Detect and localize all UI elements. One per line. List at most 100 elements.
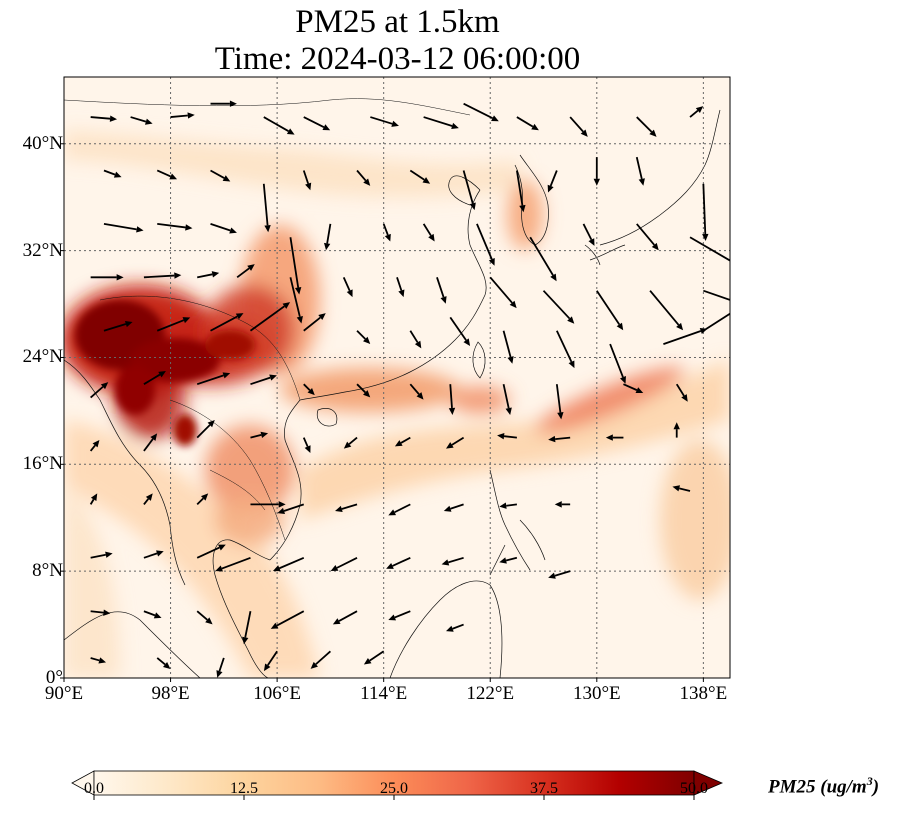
map-title-line-1: PM25 at 1.5km — [295, 4, 500, 40]
y-tick-label: 40°N — [22, 132, 63, 154]
wind-vector — [342, 276, 353, 298]
wind-vector — [103, 169, 122, 178]
wind-vector — [388, 610, 411, 621]
wind-vector — [332, 610, 358, 625]
wind-vector — [356, 169, 371, 186]
wind-vector — [502, 383, 512, 415]
wind-vector — [605, 434, 624, 441]
wind-vector — [196, 493, 209, 506]
wind-vector — [156, 657, 171, 669]
coastline-taiwan — [472, 341, 486, 379]
wind-vector — [303, 116, 331, 131]
colorbar-tick-label: 50.0 — [680, 780, 708, 797]
wind-vector — [210, 223, 237, 234]
wind-vector — [210, 313, 244, 332]
coastline-philippines — [489, 469, 546, 576]
coastline-myanmar — [64, 359, 186, 586]
pm25-darkest-cores — [75, 300, 255, 446]
colorbar-tick-label: 0.0 — [84, 780, 104, 797]
coastline-china-east — [299, 189, 487, 401]
wind-vector — [423, 116, 459, 130]
wind-vector — [143, 493, 153, 505]
wind-vector — [443, 503, 464, 512]
wind-vector — [556, 330, 575, 369]
wind-vector — [675, 383, 688, 402]
wind-vector — [499, 556, 518, 564]
pm25-plume-laos — [205, 425, 295, 515]
x-tick-label: 114°E — [360, 683, 408, 704]
wind-vector — [548, 570, 571, 579]
wind-vector — [623, 383, 644, 394]
wind-vector — [143, 550, 164, 559]
wind-vector — [196, 420, 215, 439]
wind-vector — [673, 422, 680, 438]
wind-vector — [394, 436, 411, 447]
wind-vector — [593, 157, 600, 186]
x-tick-label: 106°E — [253, 683, 301, 704]
wind-vector — [396, 277, 405, 298]
map-frame — [63, 76, 731, 679]
wind-vector — [555, 384, 564, 420]
wind-vector — [277, 503, 305, 514]
wind-vector — [463, 102, 499, 122]
wind-vector — [596, 290, 624, 331]
wind-vector — [703, 289, 730, 301]
wind-vector — [409, 330, 422, 349]
wind-vector — [157, 223, 193, 231]
y-tick-label: 32°N — [22, 239, 63, 261]
wind-vector — [448, 384, 456, 415]
wind-vector — [502, 330, 514, 364]
wind-vector — [635, 156, 645, 186]
pm25-band-bay-of-bengal — [64, 480, 120, 678]
wind-vector — [363, 650, 385, 665]
x-tick-label: 122°E — [466, 683, 515, 704]
wind-vector — [441, 556, 464, 566]
map-title-line-2: Time: 2024-03-12 06:00:00 — [214, 41, 581, 77]
wind-vector — [89, 439, 100, 452]
wind-vector — [143, 370, 166, 385]
wind-vector — [582, 223, 595, 246]
wind-vector — [250, 501, 286, 508]
wind-vector — [103, 223, 144, 233]
wind-vector — [343, 436, 358, 449]
border-china-south — [99, 295, 301, 401]
wind-vector — [548, 435, 571, 443]
y-tick-label: 8°N — [32, 560, 63, 582]
wind-vector — [210, 100, 237, 107]
wind-vector — [497, 432, 517, 440]
wind-vector — [90, 551, 113, 559]
wind-vector — [672, 485, 691, 492]
wind-vector — [170, 112, 195, 119]
wind-vector — [90, 657, 107, 664]
wind-vector — [250, 374, 277, 386]
wind-vector — [689, 236, 730, 262]
wind-vector — [446, 623, 464, 632]
wind-vector — [289, 277, 303, 324]
wind-vector — [370, 116, 399, 127]
wind-vector — [499, 502, 517, 509]
wind-vector — [388, 503, 411, 516]
colorbar-tick-label: 25.0 — [380, 780, 408, 797]
wind-vector — [196, 544, 226, 559]
wind-vector — [636, 116, 657, 137]
wind-vector — [156, 317, 191, 332]
wind-vector — [476, 223, 495, 266]
wind-vector — [702, 183, 709, 242]
wind-vector — [489, 276, 517, 309]
axis-tick-marks — [60, 143, 704, 682]
wind-vector — [462, 170, 476, 211]
coastline-bohai — [448, 175, 481, 206]
pm25-band-indochina — [64, 420, 320, 678]
colorbar — [71, 770, 724, 800]
wind-vector — [262, 183, 271, 233]
wind-vector — [382, 223, 391, 242]
y-tick-label: 16°N — [22, 453, 63, 475]
wind-vector — [689, 106, 704, 118]
wind-vector — [409, 169, 431, 184]
wind-vector — [547, 170, 558, 193]
colorbar-tick-label: 37.5 — [530, 780, 558, 797]
wind-vector — [263, 116, 295, 135]
border-mongolia — [64, 98, 471, 116]
x-tick-label: 98°E — [151, 683, 190, 704]
pm25-band-north — [64, 130, 520, 197]
